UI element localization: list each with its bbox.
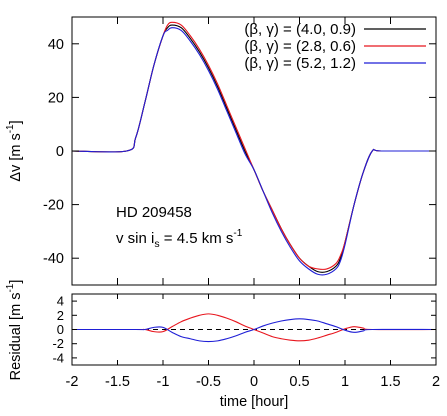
main-y-tick-label: 40 xyxy=(48,37,64,53)
residual-y-tick-label: -2 xyxy=(52,336,64,351)
residual-x-tick-label: -1.5 xyxy=(105,374,130,390)
residual-y-tick-label: 0 xyxy=(57,322,64,337)
legend-label-series-2: (β, γ) = (2.8, 0.6) xyxy=(244,38,356,55)
residual-y-tick-label: 4 xyxy=(57,294,64,309)
annotation-vsini-pre: v sin i xyxy=(116,230,154,247)
residual-y-axis-title-sup: -1 xyxy=(5,283,16,292)
residual-y-axis-title: Residual [m s-1] xyxy=(5,280,24,381)
main-ticks-group: -40 -20 0 20 40 xyxy=(43,17,437,285)
main-y-axis-title-end: ] xyxy=(8,120,24,124)
legend-label-series-1: (β, γ) = (4.0, 0.9) xyxy=(244,21,356,38)
x-axis-title: time [hour] xyxy=(220,394,289,410)
main-y-tick-label: 20 xyxy=(48,90,64,106)
annotation-vsini-sub: s xyxy=(154,238,159,250)
residual-y-axis-title-end: ] xyxy=(8,280,24,284)
main-chart: -40 -20 0 20 40 (β, γ) = (4.0, 0.9) (β, γ) =… xyxy=(5,16,437,286)
annotation-vsini: v sin is = 4.5 km s-1 xyxy=(116,228,243,250)
main-y-axis-title: Δv [m s-1] xyxy=(5,120,24,181)
legend-label-series-3: (β, γ) = (5.2, 1.2) xyxy=(244,55,356,72)
legend: (β, γ) = (4.0, 0.9) (β, γ) = (2.8, 0.6) … xyxy=(244,21,426,72)
main-y-tick-label: 0 xyxy=(56,144,64,160)
annotation-vsini-mid: = 4.5 km s xyxy=(160,230,234,247)
residual-x-tick-label: -1 xyxy=(157,374,170,390)
residual-x-tick-label: -0.5 xyxy=(196,374,221,390)
residual-x-tick-label: 0.5 xyxy=(289,374,309,390)
residual-series-2-line xyxy=(71,313,437,342)
residual-series-3-line xyxy=(71,318,437,343)
residual-x-tick-label: 1 xyxy=(341,374,349,390)
annotation-star-name: HD 209458 xyxy=(116,204,192,221)
main-series-3-line xyxy=(71,27,436,276)
annotation-vsini-sup: -1 xyxy=(233,228,242,239)
residual-y-tick-label: -4 xyxy=(52,350,64,365)
main-y-tick-label: -20 xyxy=(43,198,64,214)
main-y-axis-title-sup: -1 xyxy=(5,124,16,133)
main-y-axis-title-text: Δv [m s xyxy=(8,133,24,181)
residual-y-axis-title-text: Residual [m s xyxy=(8,293,24,381)
residual-x-tick-label: -2 xyxy=(66,374,79,390)
residual-x-tick-label: 1.5 xyxy=(380,374,400,390)
residual-x-tick-label: 2 xyxy=(432,374,440,390)
residual-series-group xyxy=(71,313,437,343)
main-y-tick-label: -40 xyxy=(43,251,64,267)
residual-y-tick-label: 2 xyxy=(57,308,64,323)
main-series-group xyxy=(71,21,436,276)
residual-x-tick-label: 0 xyxy=(250,374,258,390)
